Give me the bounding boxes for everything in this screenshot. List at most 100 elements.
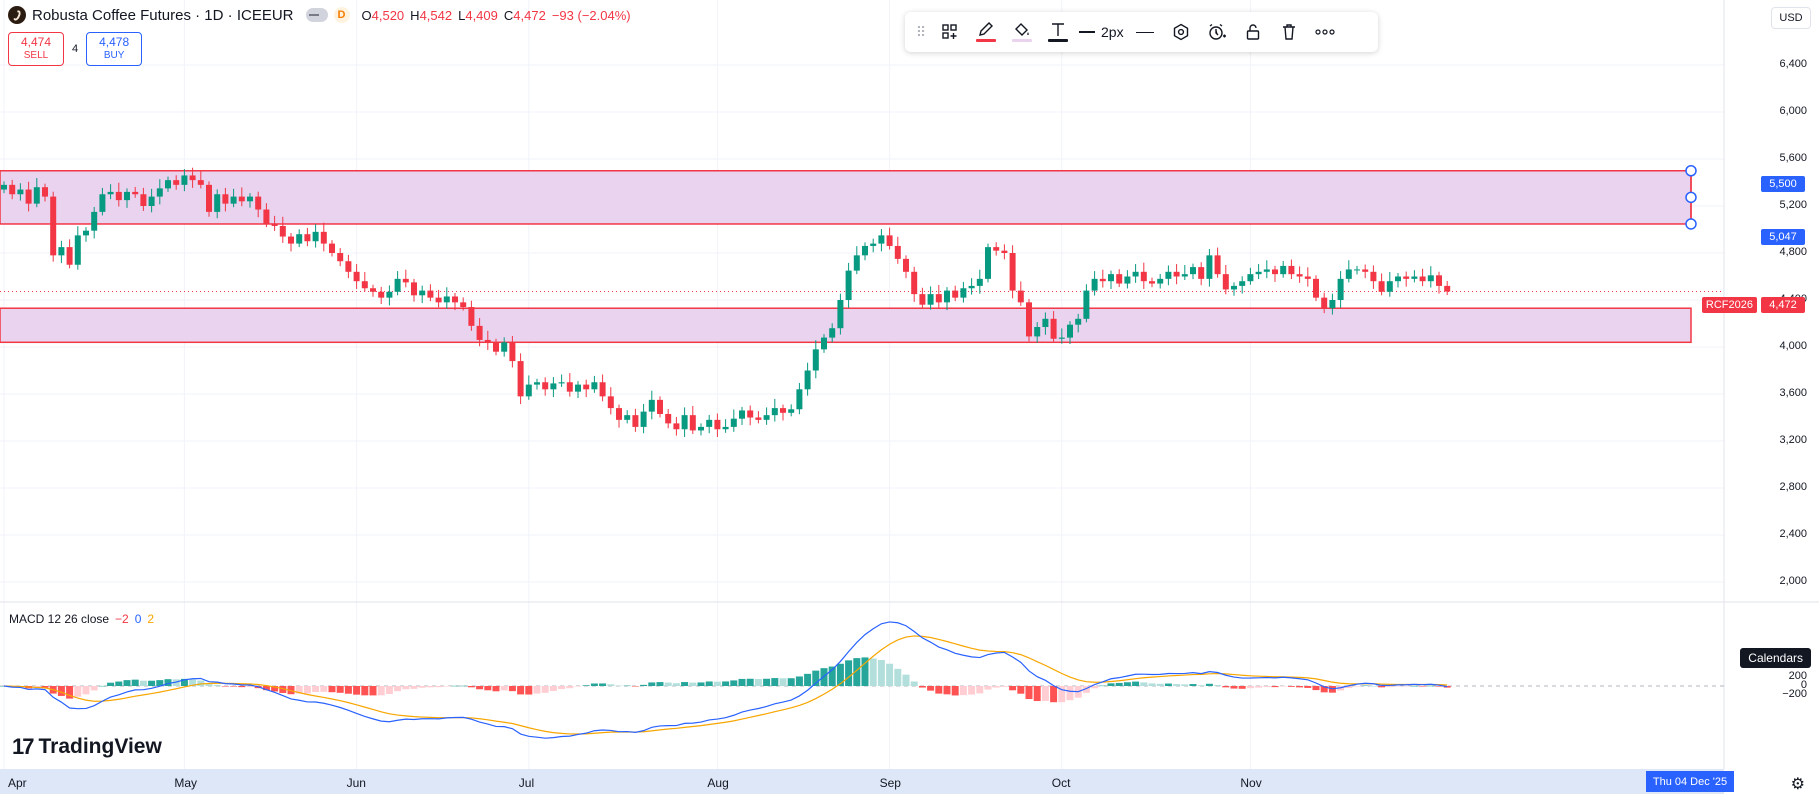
macd-histogram-bar xyxy=(1099,685,1107,687)
macd-histogram-bar xyxy=(599,683,607,686)
macd-histogram-bar xyxy=(943,686,951,695)
candle-body xyxy=(1083,290,1090,319)
fill-color-button[interactable] xyxy=(1007,17,1037,47)
candle-body xyxy=(189,175,196,181)
price-tick-label: 2,800 xyxy=(1779,481,1807,493)
candle-body xyxy=(1116,274,1123,284)
candle-body xyxy=(632,415,639,427)
candle-body xyxy=(1017,290,1024,303)
time-tick-label: Aug xyxy=(707,776,729,790)
macd-hist-value: −2 xyxy=(115,612,129,626)
macd-histogram-bar xyxy=(828,666,836,686)
calendars-button[interactable]: Calendars xyxy=(1740,648,1811,668)
candle-body xyxy=(1181,274,1188,277)
candle-body xyxy=(435,297,442,303)
macd-histogram-bar xyxy=(1009,686,1017,691)
symbol-price-tag: RCF2026 xyxy=(1701,297,1757,313)
candle-body xyxy=(197,180,204,185)
chart-settings-gear-icon[interactable]: ⚙ xyxy=(1790,776,1805,793)
buy-button[interactable]: 4,478 BUY xyxy=(86,32,143,66)
line-width-button[interactable]: 2px xyxy=(1079,17,1124,47)
text-color-button[interactable] xyxy=(1043,17,1073,47)
macd-histogram-bar xyxy=(730,680,738,686)
candle-body xyxy=(402,278,409,283)
open-value: 4,520 xyxy=(371,7,405,23)
time-tick-label: Jun xyxy=(346,776,366,790)
macd-histogram-bar xyxy=(869,658,877,686)
line-style-icon[interactable] xyxy=(1130,17,1160,47)
delayed-data-badge[interactable]: D xyxy=(333,7,350,23)
time-tick-label: Apr xyxy=(8,776,27,790)
macd-histogram-bar xyxy=(1033,686,1041,702)
drawing-toolbar: ⠿ 2px xyxy=(905,12,1378,52)
tradingview-logo[interactable]: 17 TradingView xyxy=(12,734,162,760)
macd-histogram-bar xyxy=(861,657,869,686)
price-tick-label: 6,000 xyxy=(1779,105,1807,117)
macd-histogram-bar xyxy=(812,670,820,686)
macd-histogram-bar xyxy=(779,678,787,686)
candle-body xyxy=(845,270,852,300)
candle-body xyxy=(911,271,918,295)
candle-body xyxy=(1190,267,1196,275)
lock-icon[interactable] xyxy=(1238,17,1268,47)
more-options-icon[interactable] xyxy=(1310,17,1340,47)
candle-body xyxy=(780,408,786,413)
macd-histogram-bar xyxy=(508,686,516,692)
candle-body xyxy=(107,191,114,195)
candle-body xyxy=(1231,285,1237,290)
candle-body xyxy=(1436,275,1442,286)
candle-body xyxy=(862,245,868,256)
candle-body xyxy=(804,370,811,390)
candle-body xyxy=(394,278,401,292)
candle-body xyxy=(1034,327,1041,337)
settings-hexagon-icon[interactable] xyxy=(1166,17,1196,47)
candle-body xyxy=(222,194,229,204)
macd-histogram-bar xyxy=(877,660,885,686)
candle-body xyxy=(411,282,417,296)
candle-body xyxy=(296,234,303,244)
price-tick-label: 5,600 xyxy=(1779,152,1807,164)
macd-histogram-bar xyxy=(1041,686,1049,701)
candle-body xyxy=(1050,318,1057,339)
sell-button[interactable]: 4,474 SELL xyxy=(8,32,64,66)
line-color-button[interactable] xyxy=(971,17,1001,47)
macd-histogram-bar xyxy=(1394,686,1402,687)
candle-body xyxy=(484,339,491,343)
macd-histogram-bar xyxy=(1148,683,1156,686)
currency-selector[interactable]: USD xyxy=(1771,7,1811,29)
candle-body xyxy=(1124,276,1131,284)
macd-histogram-bar xyxy=(41,686,49,688)
candle-body xyxy=(165,180,171,189)
macd-histogram-bar xyxy=(968,686,976,695)
macd-histogram-bar xyxy=(484,686,492,691)
drag-handle-icon[interactable]: ⠿ xyxy=(915,23,927,40)
macd-line xyxy=(3,621,1448,739)
candle-body xyxy=(386,291,393,298)
time-axis[interactable] xyxy=(0,769,1724,794)
macd-histogram-bar xyxy=(910,681,918,686)
collapse-toggle-icon[interactable] xyxy=(305,8,328,22)
macd-tick-label: −200 xyxy=(1782,688,1807,700)
macd-legend[interactable]: MACD 12 26 close −2 0 2 xyxy=(9,612,154,626)
candle-body xyxy=(1206,255,1213,279)
candle-body xyxy=(616,408,622,420)
time-tick-label: Jul xyxy=(518,776,535,790)
macd-histogram-bar xyxy=(1058,686,1066,703)
candle-body xyxy=(698,426,704,431)
templates-icon[interactable] xyxy=(935,17,965,47)
macd-histogram-bar xyxy=(607,684,615,686)
macd-histogram-bar xyxy=(230,686,238,687)
macd-histogram-bar xyxy=(320,686,328,692)
macd-indicator-name: MACD 12 26 close xyxy=(9,612,110,626)
macd-histogram-bar xyxy=(902,674,910,686)
trash-icon[interactable] xyxy=(1274,17,1304,47)
candle-body xyxy=(1075,318,1082,325)
macd-histogram-bar xyxy=(238,686,246,688)
candle-body xyxy=(25,189,32,204)
candle-body xyxy=(566,382,573,392)
candle-body xyxy=(1247,274,1254,282)
symbol-title[interactable]: Robusta Coffee Futures · 1D · ICEEUR xyxy=(32,6,294,24)
macd-histogram-bar xyxy=(131,679,139,686)
alert-clock-icon[interactable] xyxy=(1202,17,1232,47)
